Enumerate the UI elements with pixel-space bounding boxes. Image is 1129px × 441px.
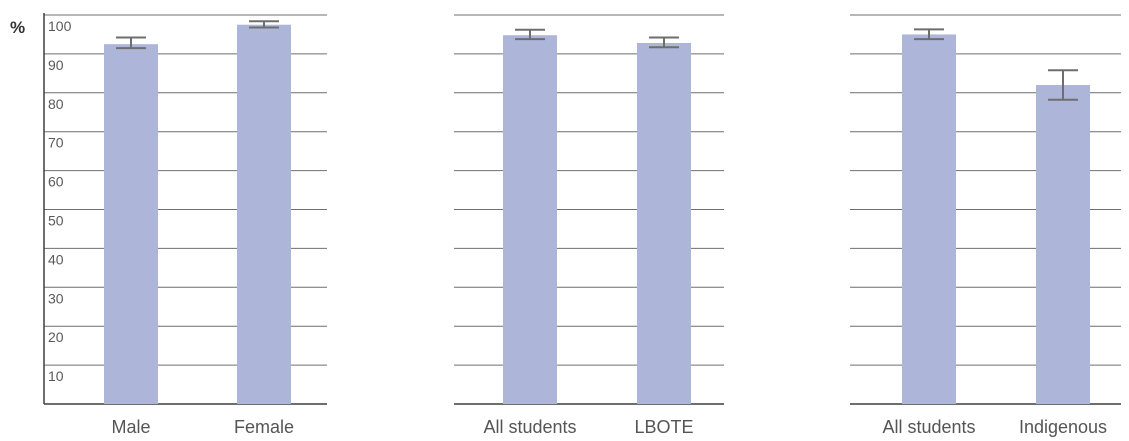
- bar: [104, 44, 158, 405]
- category-label: Indigenous: [1019, 417, 1107, 437]
- bar: [902, 34, 956, 404]
- category-label: Male: [111, 417, 150, 437]
- chart-panel-lbote: All students LBOTE: [454, 14, 724, 437]
- bar: [1036, 85, 1090, 405]
- y-tick-label: 100: [48, 18, 72, 34]
- y-tick-label: 10: [48, 368, 64, 384]
- bar: [503, 35, 557, 405]
- bar: [637, 43, 691, 405]
- y-tick-label: 50: [48, 213, 64, 229]
- category-label: Female: [234, 417, 294, 437]
- chart-panel-gender: 10 20 30 40 50 60 70 80 90 100% Male Female: [10, 13, 327, 437]
- category-label: All students: [483, 417, 576, 437]
- category-label: All students: [882, 417, 975, 437]
- y-tick-label: 90: [48, 57, 64, 73]
- y-tick-label: 80: [48, 96, 64, 112]
- chart-panel-indigenous: All students Indigenous: [850, 14, 1121, 437]
- bar: [237, 24, 291, 404]
- y-tick-label: 40: [48, 251, 64, 267]
- y-tick-label: 60: [48, 174, 64, 190]
- y-tick-label: 20: [48, 329, 64, 345]
- y-tick-label: 70: [48, 135, 64, 151]
- y-axis-unit-label: %: [10, 18, 25, 37]
- category-label: LBOTE: [634, 417, 693, 437]
- y-tick-label: 30: [48, 290, 64, 306]
